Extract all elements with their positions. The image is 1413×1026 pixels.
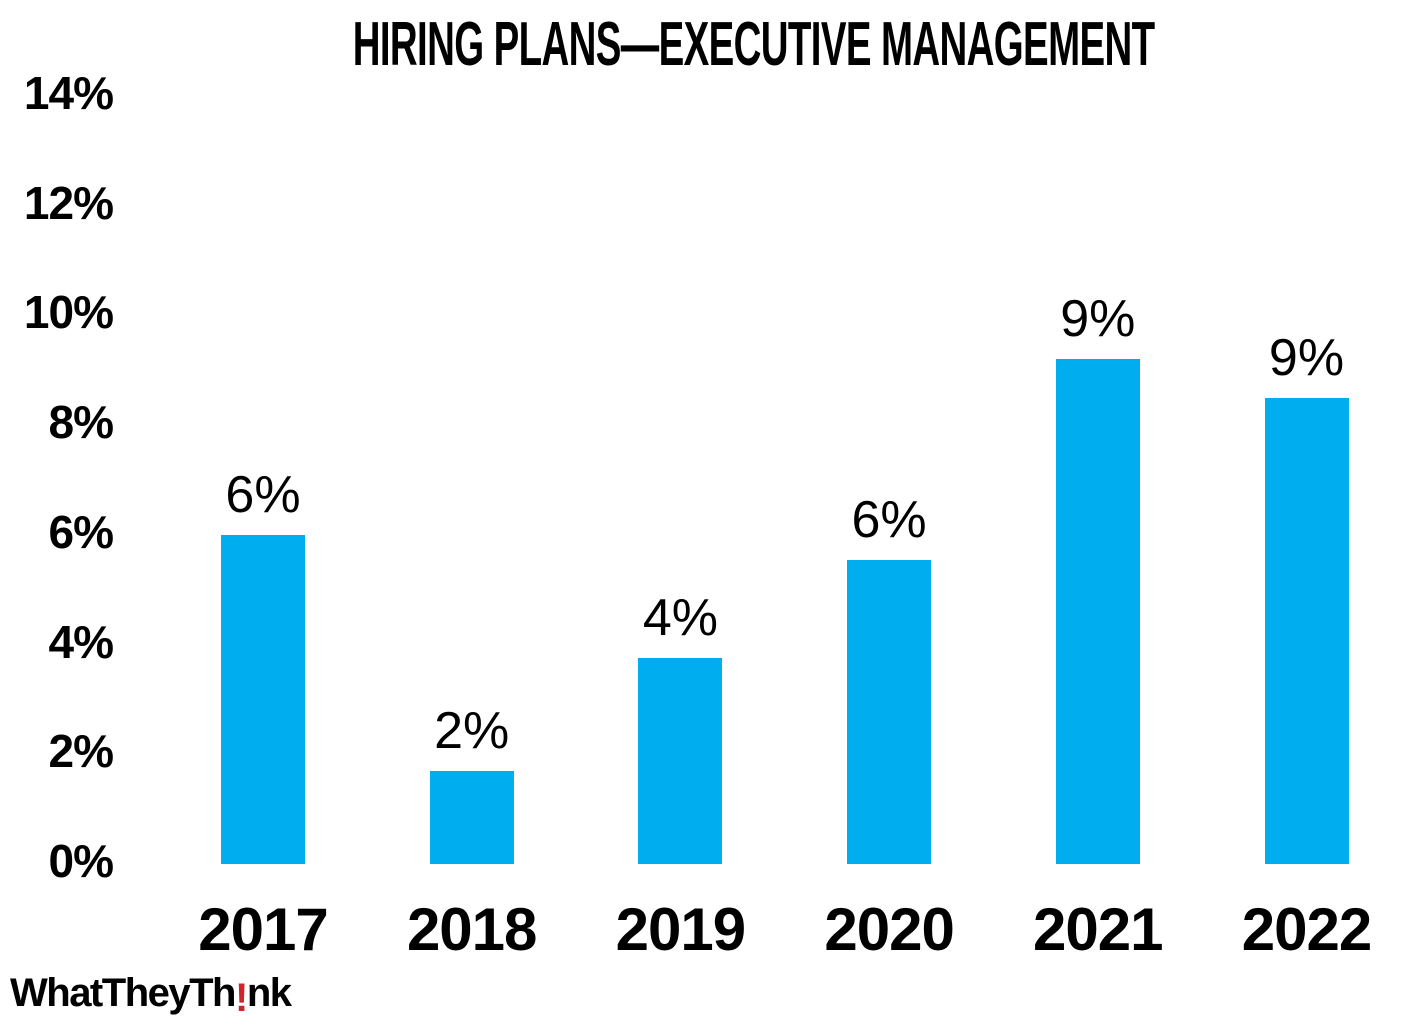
bar-value-label-2019: 4% <box>642 589 718 648</box>
x-tick-label-2020: 2020 <box>824 896 954 963</box>
y-tick-label-4: 4% <box>48 615 114 668</box>
y-tick-label-12: 12% <box>23 176 114 229</box>
y-tick-label-2: 2% <box>48 725 114 778</box>
bar-2021 <box>1055 359 1140 864</box>
x-tick-label-2017: 2017 <box>198 896 328 963</box>
x-tick-label-2019: 2019 <box>615 896 746 963</box>
x-tick-label-2018: 2018 <box>406 896 537 963</box>
chart-title-text: HIRING PLANS—EXECUTIVE MANAGEMENT <box>352 10 1155 79</box>
x-tick-label-2021: 2021 <box>1033 896 1163 963</box>
y-tick-label-10: 10% <box>23 286 114 339</box>
y-tick-label-6: 6% <box>48 505 114 558</box>
bar-value-label-2022: 9% <box>1268 328 1345 387</box>
bar-value-label-2020: 6% <box>851 490 927 549</box>
bar-value-label-2017: 6% <box>225 465 301 524</box>
bar-value-label-2021: 9% <box>1060 290 1136 349</box>
logo-text-right: nk <box>246 971 292 1015</box>
y-tick-label-0: 0% <box>48 835 114 887</box>
bar-2018 <box>429 770 514 864</box>
logo-text-left: WhatTheyTh <box>10 971 236 1015</box>
whattheythink-logo: WhatTheyTh!nk <box>10 971 292 1019</box>
bar-2019 <box>638 658 723 864</box>
y-tick-label-14: 14% <box>23 67 114 119</box>
bar-value-label-2018: 2% <box>434 701 510 760</box>
bar-2020 <box>847 559 932 864</box>
bar-2022 <box>1264 397 1349 864</box>
bar-2017 <box>221 534 305 864</box>
x-tick-label-2022: 2022 <box>1241 896 1372 963</box>
chart-title: HIRING PLANS—EXECUTIVE MANAGEMENT <box>94 14 1413 76</box>
y-tick-label-8: 8% <box>48 396 114 449</box>
logo-exclamation: ! <box>234 976 248 1020</box>
